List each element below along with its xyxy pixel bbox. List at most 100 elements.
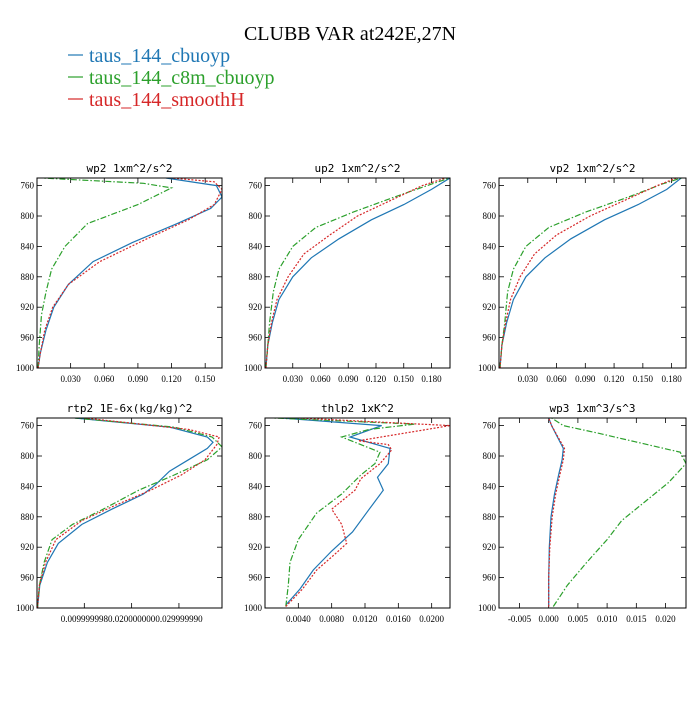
panel-2-xtick-label: 0.030 [283,374,304,384]
panel-4-series-2 [37,418,222,608]
panel-2-ytick-label: 920 [249,302,263,312]
panel-6-xtick-label: 0.020 [655,614,676,624]
panel-2-xtick-label: 0.120 [366,374,387,384]
legend-label-2: taus_144_c8m_cbuoyp [89,67,275,89]
panel-6-xtick-label: 0.010 [597,614,618,624]
panel-1-ytick-label: 960 [21,333,35,343]
panel-4-ytick-label: 840 [21,481,35,491]
panel-3-series-1 [499,178,682,368]
panel-1-ytick-label: 760 [21,181,35,191]
panel-3: vp2 1xm^2/s^2 760 800 840 880 920 960 1000 0.030… [478,162,687,384]
panel-1-xtick-label: 0.060 [94,374,115,384]
panel-4-xtick-label: 0.029999990 [155,614,203,624]
panel-4-ytick-label: 1000 [16,603,35,613]
panel-1-ytick-label: 880 [21,272,35,282]
panel-2-ytick-label: 840 [249,241,263,251]
panel-2-series-1 [265,178,450,368]
panel-3-xtick-label: 0.060 [546,374,567,384]
panel-1-ytick-label: 1000 [16,363,35,373]
panel-2-ytick-label: 760 [249,181,263,191]
panel-1-xtick-label: 0.120 [161,374,182,384]
panel-4-ytick-label: 760 [21,421,35,431]
panel-3-xtick-label: 0.150 [633,374,654,384]
panel-6-xtick-label: 0.015 [626,614,647,624]
panel-1-ytick-label: 800 [21,211,35,221]
panel-3-frame [498,177,687,369]
panel-5-series-2 [273,418,416,607]
panel-5: thlp2 1xK^2 760 800 840 880 920 960 1000 0.0040 0… [244,402,451,624]
panel-6-ytick-label: 1000 [478,603,497,613]
legend: taus_144_cbuoyp taus_144_c8m_cbuoyp taus… [68,45,275,111]
panel-3-xtick-label: 0.030 [518,374,539,384]
legend-label-1: taus_144_cbuoyp [89,45,230,67]
panel-1-series-2 [37,178,174,368]
panel-2-ytick-label: 1000 [244,363,263,373]
panel-3-ytick-label: 760 [483,181,497,191]
legend-label-3: taus_144_smoothH [89,89,245,111]
panel-2-ytick-label: 960 [249,333,263,343]
panel-4-xtick-label: 0.009999998 [61,614,109,624]
panel-6: wp3 1xm^3/s^3 760 800 840 880 920 960 1000 -0.00… [478,402,687,624]
panel-6-xtick-label: 0.005 [568,614,589,624]
panel-6-xtick-label: 0.000 [539,614,560,624]
panel-1-xtick-label: 0.030 [61,374,82,384]
panel-1-xtick-label: 0.090 [128,374,149,384]
panel-1-ytick-label: 840 [21,241,35,251]
panel-6-ytick-label: 960 [483,573,497,583]
panel-1-series-1 [37,178,222,368]
legend-item-1: taus_144_cbuoyp [68,45,230,67]
panel-5-ytick-label: 1000 [244,603,263,613]
panel-4-ytick-label: 800 [21,451,35,461]
panel-6-xtick-label: -0.005 [508,614,532,624]
panel-4: rtp2 1E-6x(kg/kg)^2 760 800 840 880 920 960 100… [16,402,223,624]
panel-5-ytick-label: 840 [249,481,263,491]
panel-2-series-2 [265,178,450,368]
panel-6-series-2 [551,418,686,607]
panel-5-frame [264,417,451,609]
panel-3-ytick-label: 920 [483,302,497,312]
panel-3-xtick-label: 0.090 [575,374,596,384]
panel-4-ytick-label: 920 [21,542,35,552]
panel-3-series-2 [499,178,682,368]
panel-3-ytick-label: 840 [483,241,497,251]
panel-3-xtick-label: 0.120 [604,374,625,384]
panel-1-ytick-label: 920 [21,302,35,312]
panel-6-ytick-label: 760 [483,421,497,431]
panel-3-ytick-label: 880 [483,272,497,282]
panel-5-xtick-label: 0.0200 [419,614,444,624]
legend-item-3: taus_144_smoothH [68,89,245,111]
panel-6-ytick-label: 920 [483,542,497,552]
panel-3-ytick-label: 960 [483,333,497,343]
panel-4-xtick-label: 0.020000000 [108,614,156,624]
panel-2-xtick-label: 0.150 [394,374,415,384]
panel-3-title: vp2 1xm^2/s^2 [549,162,635,175]
panel-6-title: wp3 1xm^3/s^3 [549,402,635,415]
panel-6-ytick-label: 840 [483,481,497,491]
panel-2-ytick-label: 800 [249,211,263,221]
panel-4-ytick-label: 880 [21,512,35,522]
panel-2-xtick-label: 0.090 [338,374,359,384]
panel-4-ytick-label: 960 [21,573,35,583]
figure-title: CLUBB VAR at242E,27N [244,23,456,45]
panel-5-series-1 [281,418,391,606]
panel-3-xtick-label: 0.180 [661,374,682,384]
panel-5-ytick-label: 880 [249,512,263,522]
panel-5-ytick-label: 960 [249,573,263,583]
panel-2-xtick-label: 0.180 [421,374,442,384]
panel-4-series-1 [37,418,214,608]
panel-2-ytick-label: 880 [249,272,263,282]
panel-6-frame [498,417,687,609]
panel-4-title: rtp2 1E-6x(kg/kg)^2 [67,402,193,415]
panel-6-ytick-label: 880 [483,512,497,522]
panel-5-series-3 [285,418,450,607]
panel-1: wp2 1xm^2/s^2 760 800 840 880 920 960 1000 0.030… [16,162,223,384]
panel-3-series-3 [499,178,677,368]
panel-5-xtick-label: 0.0120 [353,614,378,624]
panel-5-ytick-label: 920 [249,542,263,552]
panel-6-ytick-label: 800 [483,451,497,461]
panel-1-xtick-label: 0.150 [195,374,216,384]
panel-5-ytick-label: 800 [249,451,263,461]
panel-3-ytick-label: 800 [483,211,497,221]
panel-5-xtick-label: 0.0040 [286,614,311,624]
